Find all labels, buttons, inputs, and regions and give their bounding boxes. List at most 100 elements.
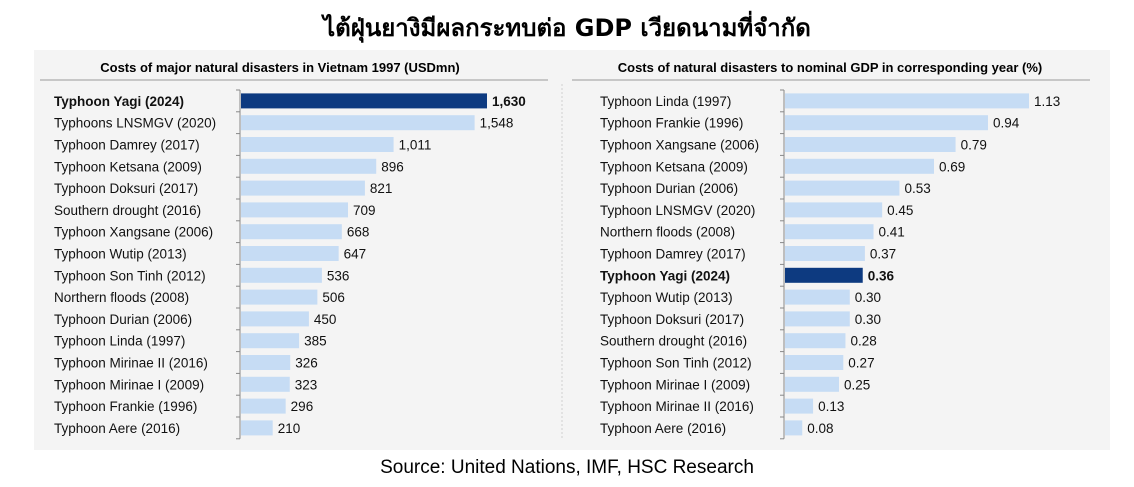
data-label: 536 [327,268,350,283]
data-label: 668 [347,225,370,240]
data-label: 323 [295,377,318,392]
bar [241,158,377,174]
data-label: 821 [370,181,393,196]
bar [241,93,487,109]
category-label: Typhoon Frankie (1996) [54,399,197,414]
chart-right-gdp-share: Costs of natural disasters to nominal GD… [572,60,1090,440]
data-label: 0.27 [848,356,874,371]
category-label: Southern drought (2016) [600,334,747,349]
source-note: Source: United Nations, IMF, HSC Researc… [380,457,754,478]
data-label: 1,630 [492,94,526,109]
bar [785,180,900,196]
category-label: Typhoon Frankie (1996) [600,116,743,131]
bar [785,333,846,349]
category-label: Typhoon Linda (1997) [54,334,185,349]
data-label: 296 [291,399,314,414]
category-label: Typhoon Yagi (2024) [54,94,184,109]
bar [785,246,865,261]
bar [241,398,286,414]
bar [241,180,365,196]
data-label: 0.13 [818,399,844,414]
data-label: 0.08 [807,421,833,436]
data-label: 709 [353,203,376,218]
bar [241,376,290,392]
data-label: 0.25 [844,377,870,392]
category-label: Typhoon Mirinae I (2009) [600,377,750,392]
category-label: Typhoon Doksuri (2017) [54,181,198,196]
category-label: Northern floods (2008) [600,225,735,240]
category-label: Typhoon Mirinae I (2009) [54,377,204,392]
bar [785,115,988,131]
chart-main-title: ไต้ฝุ่นยางิมีผลกระทบต่อ GDP เวียดนามที่จ… [323,14,811,42]
bar [241,224,342,240]
data-label: 0.41 [879,225,905,240]
category-label: Northern floods (2008) [54,290,189,305]
data-label: 647 [344,247,367,262]
data-label: 210 [278,421,301,436]
category-label: Typhoon Xangsane (2006) [54,225,213,240]
chart-left-usd-costs: Costs of major natural disasters in Viet… [40,60,548,440]
category-label: Typhoon Damrey (2017) [54,138,200,153]
data-label: 506 [322,290,345,305]
data-label: 0.94 [993,116,1020,131]
category-label: Typhoon Yagi (2024) [600,268,730,283]
bar [241,311,309,327]
category-label: Typhoon Durian (2006) [600,181,738,196]
data-label: 1,011 [399,138,432,153]
chart-title: Costs of natural disasters to nominal GD… [618,60,1043,75]
bar [241,267,322,283]
bar [785,93,1029,109]
category-label: Typhoon Linda (1997) [600,94,731,109]
bar [241,333,300,349]
data-label: 0.53 [904,181,930,196]
data-label: 0.30 [855,290,881,305]
category-label: Typhoon Wutip (2013) [54,247,187,262]
data-label: 0.28 [850,334,876,349]
category-label: Typhoon Son Tinh (2012) [54,268,206,283]
category-label: Typhoon Son Tinh (2012) [600,356,752,371]
data-label: 0.37 [870,247,896,262]
data-label: 1,548 [480,116,514,131]
data-label: 0.79 [961,138,987,153]
data-label: 385 [304,334,327,349]
chart-title: Costs of major natural disasters in Viet… [100,60,460,75]
category-label: Typhoon LNSMGV (2020) [600,203,755,218]
data-label: 0.45 [887,203,913,218]
data-label: 896 [381,159,404,174]
category-label: Typhoon Ketsana (2009) [54,159,202,174]
bar [785,224,874,240]
category-label: Typhoon Doksuri (2017) [600,312,744,327]
bar [241,355,291,370]
category-label: Typhoon Wutip (2013) [600,290,733,305]
bar [241,420,273,436]
data-label: 326 [295,356,318,371]
bar [241,202,349,218]
category-label: Typhoons LNSMGV (2020) [54,116,216,131]
category-label: Typhoon Ketsana (2009) [600,159,748,174]
data-label: 0.69 [939,159,965,174]
bar [785,311,850,327]
data-label: 1.13 [1034,94,1060,109]
bar [785,355,844,370]
bar [785,289,850,305]
bar [785,398,814,414]
data-label: 0.30 [855,312,881,327]
category-label: Typhoon Mirinae II (2016) [54,356,208,371]
category-label: Typhoon Damrey (2017) [600,247,746,262]
category-label: Typhoon Xangsane (2006) [600,138,759,153]
bar [241,137,394,152]
category-label: Typhoon Durian (2006) [54,312,192,327]
category-label: Typhoon Aere (2016) [54,421,180,436]
bar [785,202,883,218]
bar [241,289,318,305]
category-label: Typhoon Aere (2016) [600,421,726,436]
bar [785,267,863,283]
category-label: Southern drought (2016) [54,203,201,218]
bar [785,420,803,436]
bar [241,246,339,261]
bar [785,376,839,392]
category-label: Typhoon Mirinae II (2016) [600,399,754,414]
data-label: 0.36 [868,268,895,283]
bar [241,115,475,131]
